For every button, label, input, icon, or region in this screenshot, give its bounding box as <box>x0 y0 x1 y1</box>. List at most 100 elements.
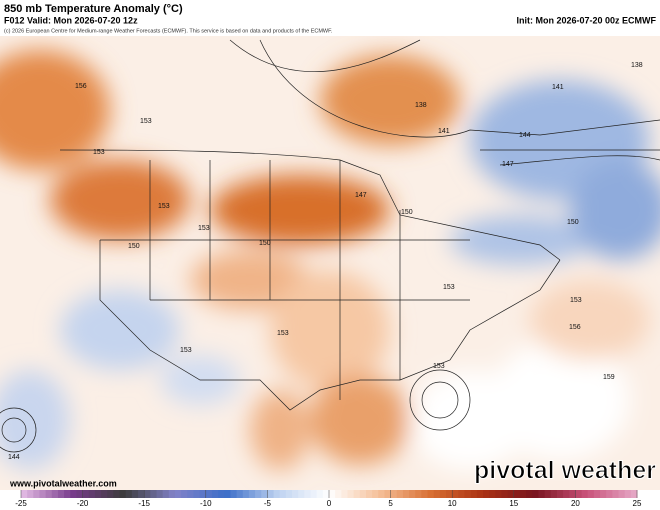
colorbar-segment <box>51 490 59 498</box>
colorbar-segment <box>526 490 533 498</box>
colorbar-segment <box>261 490 268 498</box>
colorbar-segment <box>606 490 613 498</box>
colorbar-segment <box>193 490 201 498</box>
colorbar-segment <box>439 490 447 498</box>
colorbar-segment <box>569 490 576 498</box>
contour-label: 144 <box>8 454 20 461</box>
colorbar-segment <box>119 490 127 498</box>
colorbar-segment <box>544 490 552 498</box>
colorbar-tick-label: 25 <box>633 499 642 508</box>
valid-time: F012 Valid: Mon 2026-07-20 12z <box>4 15 138 25</box>
colorbar-tick-label: -5 <box>264 499 272 508</box>
contour-label: 141 <box>438 128 450 135</box>
colorbar-segment <box>156 490 164 498</box>
colorbar-segment <box>131 490 139 498</box>
colorbar-segment <box>39 490 47 498</box>
colorbar-segment <box>298 490 305 498</box>
colorbar-segment <box>21 490 28 498</box>
colorbar-segment <box>427 490 435 498</box>
contour-label: 144 <box>519 132 531 139</box>
colorbar-segment <box>255 490 262 498</box>
contour-label: 156 <box>569 324 581 331</box>
colorbar-segment <box>483 490 490 498</box>
contour-label: 147 <box>502 161 514 168</box>
contour-label: 153 <box>433 363 445 370</box>
colorbar-segment <box>593 490 601 498</box>
colorbar-segment <box>113 490 121 498</box>
colorbar-segment <box>452 490 459 498</box>
contour-label: 150 <box>401 209 413 216</box>
colorbar-segment <box>390 490 398 498</box>
colorbar-segment <box>600 490 607 498</box>
colorbar-segment <box>211 490 219 498</box>
colorbar-segment <box>495 490 502 498</box>
colorbar-tick-label: 0 <box>327 499 332 508</box>
colorbar-segment <box>372 490 379 498</box>
colorbar-segment <box>396 490 404 498</box>
colorbar-segment <box>519 490 527 498</box>
colorbar-segment <box>175 490 182 498</box>
colorbar-segment <box>341 490 348 498</box>
colorbar-segment <box>224 490 231 498</box>
colorbar-segment <box>476 490 484 498</box>
colorbar-segment <box>329 490 336 498</box>
contour-label: 138 <box>415 102 427 109</box>
contour-label: 150 <box>259 240 271 247</box>
watermark: pivotal weather <box>474 457 656 485</box>
colorbar-segment <box>575 490 583 498</box>
contour-label: 156 <box>75 83 87 90</box>
colorbar-segment <box>433 490 441 498</box>
colorbar-segment <box>421 490 429 498</box>
colorbar-segment <box>550 490 558 498</box>
colorbar-segment <box>64 490 71 498</box>
contour-label: 153 <box>180 347 192 354</box>
colorbar-segment <box>199 490 207 498</box>
colorbar-tick-label: 15 <box>509 499 518 508</box>
colorbar-segment <box>125 490 133 498</box>
colorbar-segment <box>378 490 385 498</box>
colorbar-segment <box>242 490 250 498</box>
colorbar-segment <box>218 490 225 498</box>
colorbar-segment <box>76 490 84 498</box>
colorbar-segment <box>630 490 638 498</box>
colorbar-tick-label: -15 <box>138 499 150 508</box>
contour-label: 150 <box>567 219 579 226</box>
contour-label: 153 <box>443 284 455 291</box>
colorbar-segment <box>624 490 632 498</box>
colorbar-segment <box>402 490 410 498</box>
colorbar-segment <box>94 490 102 498</box>
colorbar-segment <box>513 490 521 498</box>
contour-label: 138 <box>631 62 643 69</box>
colorbar-segment <box>150 490 158 498</box>
anomaly-field <box>0 36 660 490</box>
contour-label: 159 <box>603 374 615 381</box>
colorbar-segment <box>248 490 256 498</box>
colorbar-segment <box>82 490 90 498</box>
colorbar-segment <box>88 490 96 498</box>
colorbar-segment <box>581 490 589 498</box>
colorbar-segment <box>168 490 176 498</box>
colorbar-segment <box>304 490 312 498</box>
contour-label: 153 <box>570 297 582 304</box>
colorbar-segment <box>279 490 287 498</box>
colorbar-segment <box>310 490 318 498</box>
colorbar-segment <box>57 490 65 498</box>
colorbar-segment <box>384 490 392 498</box>
colorbar-segment <box>230 490 238 498</box>
colorbar-segment <box>107 490 114 498</box>
colorbar-tick-label: -25 <box>15 499 27 508</box>
colorbar-segment <box>285 490 293 498</box>
colorbar-segment <box>501 490 509 498</box>
colorbar-segment <box>415 490 422 498</box>
contour-label: 153 <box>198 225 210 232</box>
colorbar-tick-label: 20 <box>571 499 580 508</box>
colorbar-segment <box>507 490 515 498</box>
colorbar-segment <box>532 490 539 498</box>
colorbar-segment <box>205 490 213 498</box>
colorbar-segment <box>187 490 194 498</box>
init-time: Init: Mon 2026-07-20 00z ECMWF <box>516 15 656 25</box>
colorbar-segment <box>587 490 595 498</box>
colorbar-segment <box>322 490 330 498</box>
